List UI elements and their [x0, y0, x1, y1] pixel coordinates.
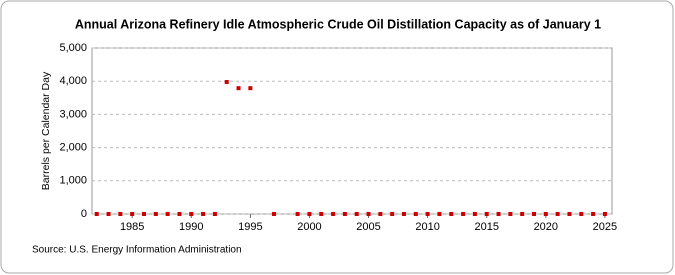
point	[118, 212, 123, 216]
point	[602, 212, 607, 216]
point	[165, 212, 170, 216]
point	[591, 212, 596, 216]
point	[520, 212, 525, 216]
x-tick-label: 2020	[534, 221, 558, 233]
point	[425, 212, 430, 216]
y-tick-label: 0	[81, 208, 87, 220]
point	[307, 212, 312, 216]
point	[555, 212, 560, 216]
y-tick-label: 1,000	[59, 175, 87, 187]
point	[461, 212, 466, 216]
x-tick-label: 1995	[238, 221, 262, 233]
point	[402, 212, 406, 216]
point	[532, 212, 536, 216]
y-tick-label: 5,000	[59, 42, 87, 54]
point	[189, 212, 194, 216]
point	[472, 212, 477, 216]
point	[354, 212, 359, 216]
x-tick-label: 2015	[474, 221, 498, 233]
point	[366, 212, 371, 216]
point	[153, 212, 158, 216]
plot-area	[91, 47, 613, 215]
x-tick-label: 2000	[297, 221, 321, 233]
y-tick-label: 2,000	[59, 142, 87, 154]
chart-title: Annual Arizona Refinery Idle Atmospheric…	[75, 17, 601, 31]
point	[342, 212, 347, 216]
point	[236, 86, 241, 91]
point	[319, 212, 324, 216]
point	[142, 212, 146, 216]
x-tick-label: 1985	[120, 221, 144, 233]
point	[508, 212, 513, 216]
point	[212, 212, 217, 216]
x-tick-label: 1990	[179, 221, 203, 233]
point	[413, 212, 418, 216]
point	[94, 212, 99, 216]
point	[130, 212, 135, 216]
point	[567, 212, 572, 216]
x-tick-label: 2025	[593, 221, 617, 233]
point	[543, 212, 548, 216]
point	[248, 86, 253, 91]
point	[224, 80, 229, 85]
point	[378, 212, 383, 216]
point	[295, 212, 300, 216]
x-tick-label: 2005	[356, 221, 380, 233]
point	[331, 212, 336, 216]
y-axis-label: Barrels per Calendar Day	[40, 71, 52, 190]
point	[106, 212, 111, 216]
point	[201, 212, 206, 216]
point	[579, 212, 584, 216]
point	[437, 212, 442, 216]
point	[484, 212, 489, 216]
point	[272, 212, 276, 216]
point	[177, 212, 182, 216]
x-tick-label: 2010	[415, 221, 439, 233]
point	[390, 212, 395, 216]
y-tick-label: 4,000	[59, 75, 87, 87]
point	[449, 212, 454, 216]
y-tick-label: 3,000	[59, 108, 87, 120]
source: Source: U.S. Energy Information Administ…	[32, 245, 242, 256]
point	[496, 212, 501, 216]
